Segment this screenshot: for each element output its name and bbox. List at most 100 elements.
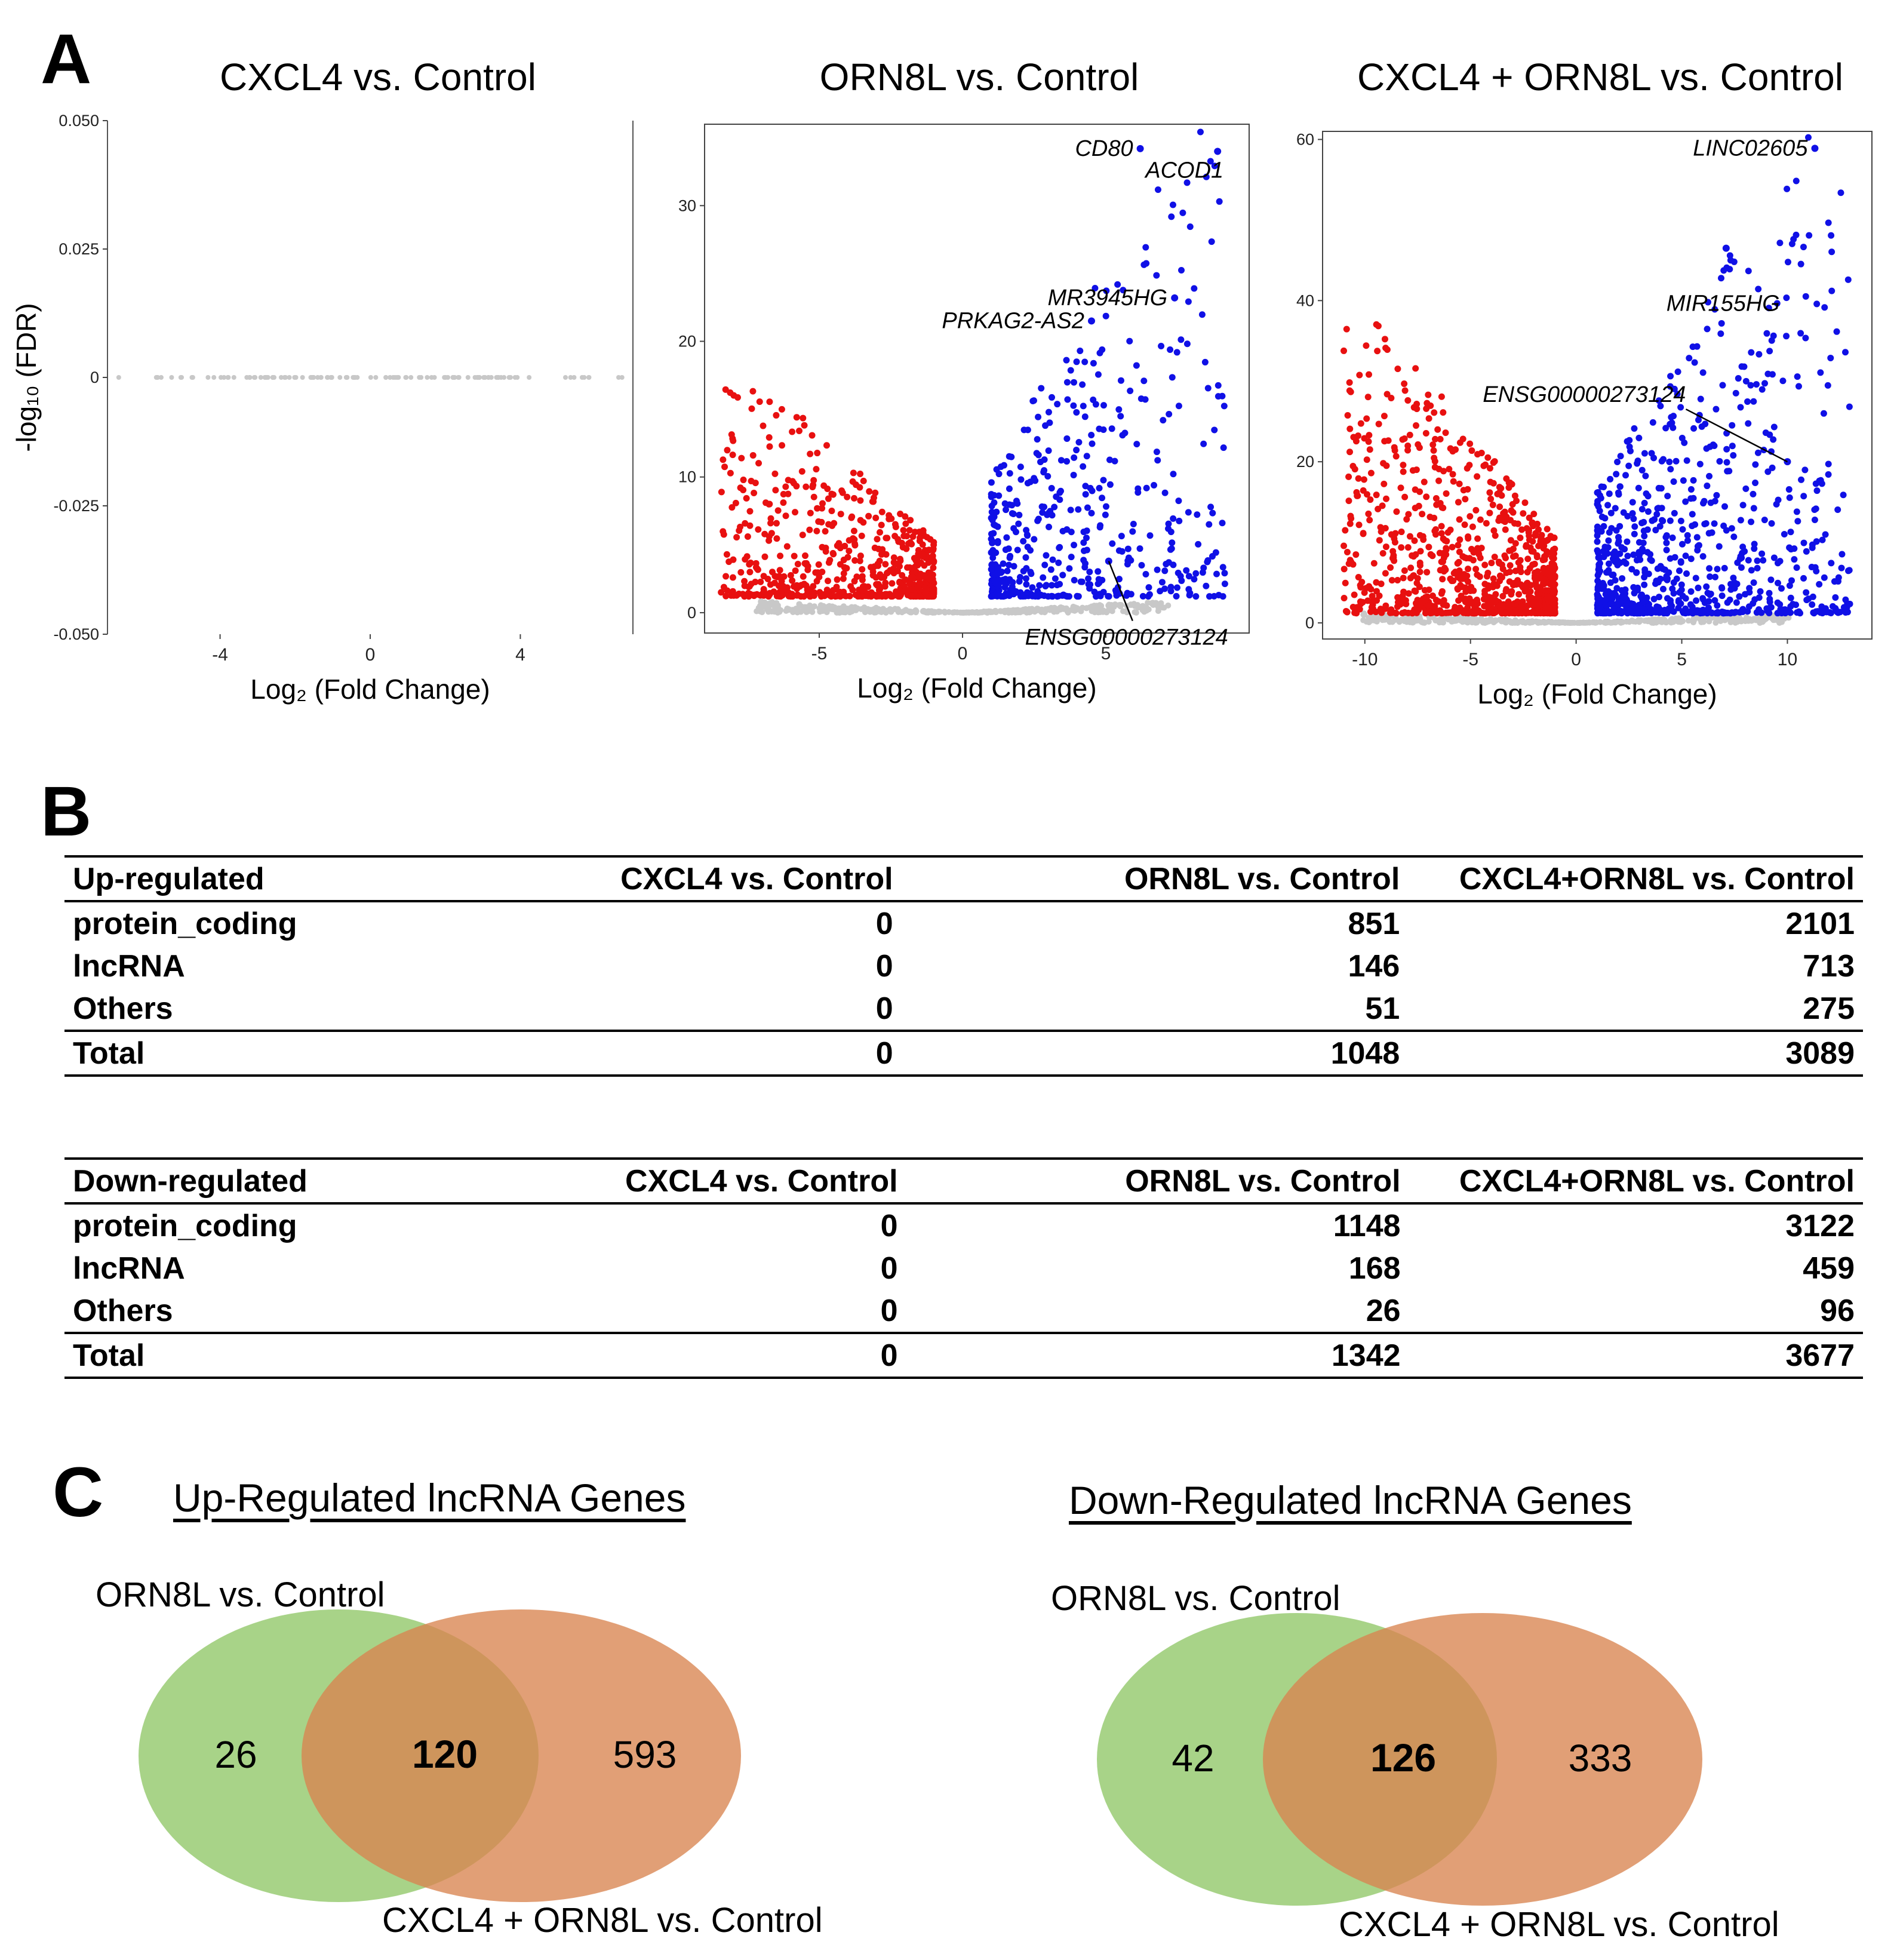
up-regulated-point [1776, 558, 1784, 565]
down-regulated-point [860, 519, 867, 526]
up-regulated-point [1763, 330, 1770, 337]
nonsig-point [936, 609, 942, 616]
down-regulated-point [783, 543, 791, 550]
up-regulated-point [1213, 570, 1220, 577]
down-regulated-point [1443, 490, 1450, 497]
y-tick-label: 20 [678, 333, 696, 351]
down-regulated-point [840, 588, 847, 595]
up-regulated-point [1143, 260, 1150, 267]
up-regulated-point [1803, 548, 1810, 555]
up-regulated-point [1611, 548, 1618, 555]
up-regulated-point [1207, 503, 1215, 511]
up-regulated-point [994, 571, 1001, 578]
down-regulated-point [815, 518, 822, 525]
up-regulated-point [1667, 555, 1674, 562]
down-regulated-point [792, 509, 799, 516]
up-regulated-point [1765, 305, 1772, 312]
up-regulated-point [1173, 592, 1180, 600]
up-regulated-point [1769, 464, 1776, 471]
down-regulated-point [1343, 548, 1351, 555]
up-regulated-point [1109, 540, 1116, 547]
down-regulated-point [1466, 440, 1474, 447]
nonsig-point [178, 375, 183, 380]
up-regulated-point [1657, 403, 1664, 410]
down-regulated-point [1398, 544, 1405, 551]
down-regulated-point [1375, 420, 1382, 428]
up-regulated-point [1129, 528, 1136, 535]
x-tick-label: -10 [1352, 650, 1378, 669]
up-regulated-point [1671, 509, 1678, 517]
table-cell: 0 [875, 991, 893, 1026]
down-regulated-point [1490, 580, 1498, 587]
down-regulated-point [857, 552, 864, 560]
up-regulated-point [1697, 395, 1704, 403]
up-regulated-table: Up-regulated CXCL4 vs. Control ORN8L vs.… [64, 855, 1863, 1077]
up-regulated-point [1075, 438, 1083, 446]
up-regulated-point [1657, 575, 1664, 582]
up-regulated-point [1761, 517, 1768, 524]
up-regulated-point [1161, 489, 1169, 496]
venn-circle-right [302, 1609, 741, 1902]
down-regulated-point [919, 553, 926, 560]
down-regulated-point [908, 540, 915, 548]
down-regulated-point [728, 504, 736, 511]
down-regulated-point [1533, 584, 1541, 591]
down-regulated-point [1342, 579, 1349, 586]
down-regulated-point [1520, 602, 1527, 609]
nonsig-point [1520, 618, 1526, 625]
up-regulated-point [1750, 579, 1757, 586]
down-regulated-point [765, 434, 773, 441]
down-regulated-point [761, 530, 768, 537]
venn-diagram-up: ORN8L vs. Control 26 120 593 CXCL4 + ORN… [96, 1575, 823, 1940]
down-regulated-point [1501, 508, 1508, 515]
down-regulated-point [1496, 572, 1504, 579]
up-regulated-point [988, 566, 995, 573]
down-regulated-point [733, 592, 740, 599]
up-regulated-point [1047, 566, 1054, 573]
down-regulated-point [773, 535, 780, 542]
up-regulated-point [1061, 592, 1068, 599]
up-regulated-point [1023, 527, 1030, 534]
up-regulated-point [1613, 471, 1620, 478]
up-regulated-point [1024, 532, 1031, 539]
nonsig-point [494, 375, 499, 380]
down-regulated-point [729, 574, 736, 581]
label-leader-line [1685, 408, 1788, 463]
down-regulated-point [746, 583, 753, 590]
up-regulated-point [1741, 363, 1748, 370]
up-regulated-point [1770, 423, 1778, 431]
down-regulated-point [1549, 534, 1557, 541]
down-regulated-point [883, 591, 890, 598]
down-regulated-point [1521, 609, 1529, 616]
down-regulated-point [1404, 609, 1412, 616]
down-regulated-point [930, 564, 937, 572]
up-regulated-point [1653, 511, 1661, 518]
up-regulated-point [1641, 450, 1648, 457]
up-regulated-point [1173, 349, 1180, 356]
up-regulated-point [1767, 576, 1775, 583]
down-regulated-point [1429, 441, 1437, 448]
down-regulated-point [746, 522, 754, 529]
up-regulated-point [1809, 593, 1816, 600]
down-regulated-point [1426, 514, 1434, 521]
nonsig-point [1543, 619, 1549, 626]
down-regulated-point [737, 484, 744, 491]
down-regulated-point [1377, 524, 1384, 531]
up-regulated-point [1751, 545, 1758, 552]
up-regulated-point [1081, 564, 1089, 571]
nonsig-point [476, 375, 482, 380]
up-regulated-point [1111, 457, 1118, 465]
venn-right-label: CXCL4 + ORN8L vs. Control [382, 1901, 823, 1940]
up-regulated-point [1670, 579, 1677, 586]
down-regulated-point [877, 571, 884, 578]
up-regulated-point [1786, 494, 1793, 501]
up-regulated-point [1665, 569, 1672, 576]
nonsig-point [862, 609, 868, 616]
up-regulated-point [1648, 450, 1655, 457]
up-regulated-point [1606, 529, 1613, 536]
up-regulated-point [1813, 487, 1821, 494]
up-regulated-point [1651, 516, 1658, 523]
down-regulated-point [882, 579, 889, 586]
up-regulated-point [1027, 547, 1034, 554]
down-regulated-point [1529, 520, 1536, 527]
